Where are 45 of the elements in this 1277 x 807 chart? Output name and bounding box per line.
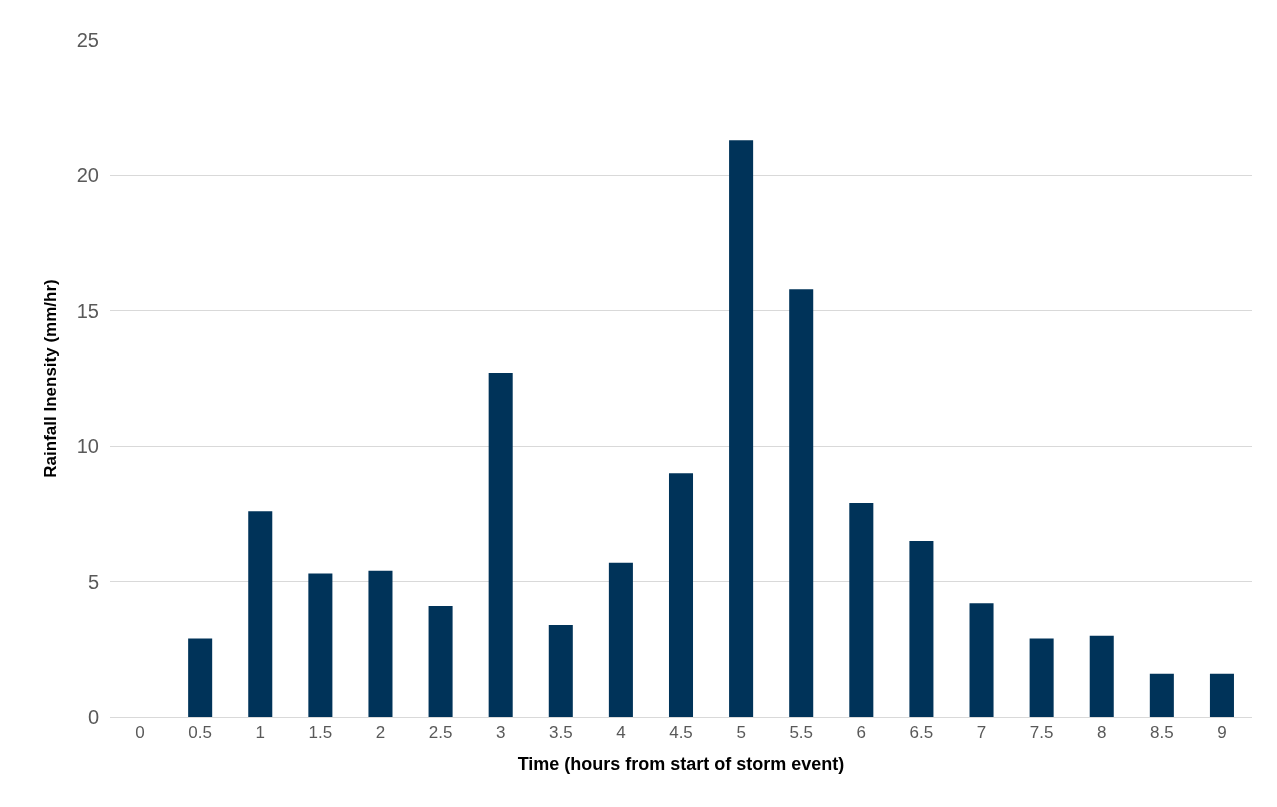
bar <box>1149 673 1174 717</box>
x-tick-label: 4 <box>616 723 626 743</box>
x-tick-label: 2.5 <box>428 723 453 743</box>
x-tick-label: 6 <box>856 723 867 743</box>
x-tick-label: 3.5 <box>548 723 573 743</box>
bar <box>849 503 874 717</box>
x-tick-label: 1.5 <box>308 723 333 743</box>
bar <box>488 373 513 717</box>
y-tick-label: 25 <box>76 29 99 51</box>
bar <box>428 605 453 717</box>
x-tick-label: 7 <box>976 723 987 743</box>
x-tick-label: 2 <box>375 723 386 743</box>
y-tick-label: 5 <box>87 570 99 593</box>
bar <box>668 473 694 717</box>
bar <box>248 511 273 717</box>
bar <box>909 540 934 717</box>
y-tick-label: 20 <box>76 164 99 187</box>
bar <box>1209 673 1234 717</box>
x-tick-label: 7.5 <box>1029 723 1054 743</box>
x-tick-label: 4.5 <box>669 723 693 743</box>
x-tick-label: 5.5 <box>789 723 814 743</box>
x-tick-label: 8 <box>1097 723 1107 743</box>
x-tick-label: 6.5 <box>909 723 934 743</box>
x-tick-label: 0.5 <box>188 723 212 743</box>
y-tick-label: 0 <box>87 706 99 728</box>
bar <box>368 570 393 717</box>
x-tick-label: 0 <box>135 723 145 743</box>
bar <box>969 603 994 717</box>
y-tick-label: 15 <box>76 299 99 322</box>
bar <box>188 638 213 717</box>
bar <box>1089 635 1114 717</box>
x-tick-label: 3 <box>495 723 506 743</box>
bar <box>789 289 814 717</box>
y-tick-label: 10 <box>76 435 99 458</box>
x-tick-label: 1 <box>255 723 265 743</box>
bar <box>608 562 633 717</box>
x-tick-label: 9 <box>1217 723 1227 743</box>
x-tick-label: 8.5 <box>1150 723 1174 743</box>
bar <box>308 573 333 717</box>
bar <box>1029 638 1054 717</box>
x-axis-title: Time (hours from start of storm event) <box>517 753 845 774</box>
bar <box>729 140 754 717</box>
y-axis-title: Rainfall Inensity (mm/hr) <box>41 279 61 478</box>
bar <box>548 624 573 717</box>
x-tick-label: 5 <box>736 723 746 743</box>
